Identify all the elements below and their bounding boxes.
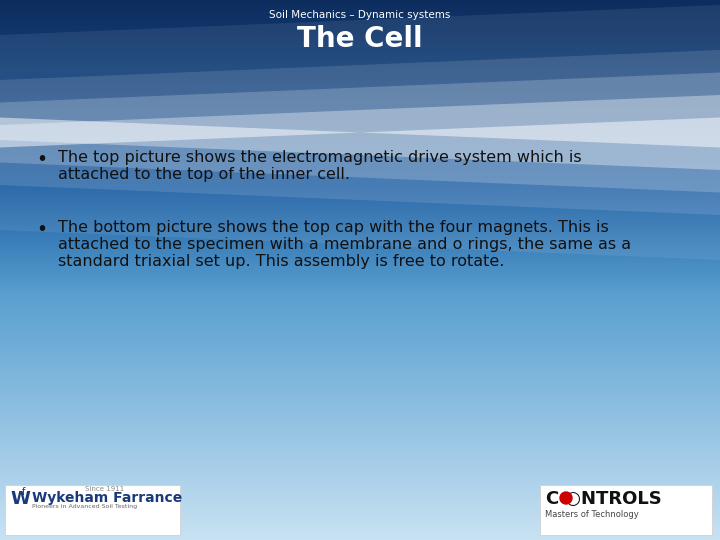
Text: attached to the top of the inner cell.: attached to the top of the inner cell. [58,167,350,182]
Text: standard triaxial set up. This assembly is free to rotate.: standard triaxial set up. This assembly … [58,254,505,269]
Text: •: • [37,220,48,239]
Circle shape [560,492,572,504]
Text: The bottom picture shows the top cap with the four magnets. This is: The bottom picture shows the top cap wit… [58,220,608,235]
Text: The Cell: The Cell [297,25,423,53]
Polygon shape [0,118,720,147]
Text: W: W [10,490,30,508]
Text: Since 1911: Since 1911 [85,486,125,492]
Text: Pioneers in Advanced Soil Testing: Pioneers in Advanced Soil Testing [32,504,137,509]
Text: The top picture shows the electromagnetic drive system which is: The top picture shows the electromagneti… [58,150,582,165]
Text: Wykeham Farrance: Wykeham Farrance [32,491,182,505]
Polygon shape [0,72,720,192]
FancyBboxPatch shape [5,485,180,535]
FancyBboxPatch shape [540,485,712,535]
Text: C: C [545,490,558,508]
Text: Soil Mechanics – Dynamic systems: Soil Mechanics – Dynamic systems [269,10,451,20]
Polygon shape [0,50,720,215]
Text: Masters of Technology: Masters of Technology [545,510,639,519]
Polygon shape [0,5,720,260]
Text: f: f [22,487,25,497]
Text: •: • [37,150,48,169]
Polygon shape [0,95,720,170]
Text: attached to the specimen with a membrane and o rings, the same as a: attached to the specimen with a membrane… [58,237,631,252]
Text: ○NTROLS: ○NTROLS [559,490,662,508]
